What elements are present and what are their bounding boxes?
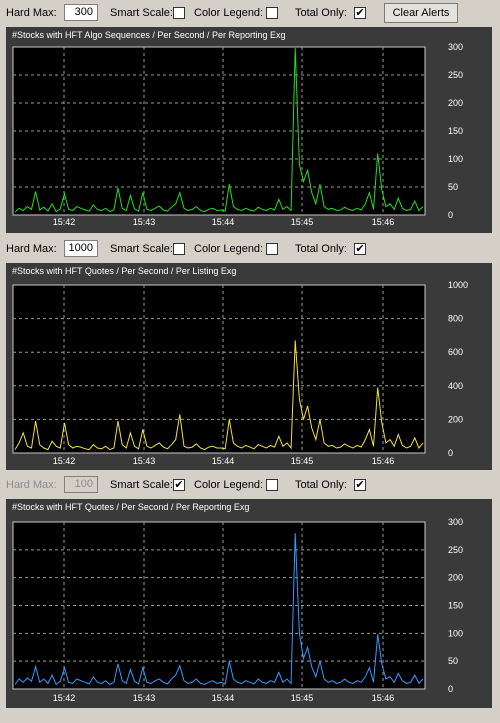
chart-panel-1: 0 50 100 150 200 250 300 15:42 15:43 15:44 15:45 15… xyxy=(6,27,492,233)
y-tick-label: 100 xyxy=(448,628,463,638)
x-tick-label: 15:46 xyxy=(372,456,395,466)
hard-max-label: Hard Max: xyxy=(6,7,57,19)
total-only-checkbox[interactable]: ✔ xyxy=(354,7,366,19)
total-only-label: Total Only: xyxy=(295,243,347,255)
color-legend-checkbox[interactable] xyxy=(266,7,278,19)
chart-3: 0 50 100 150 200 250 300 15:42 15:43 15:44 15:45 15… xyxy=(12,517,463,703)
y-tick-label: 800 xyxy=(448,314,463,324)
x-tick-label: 15:44 xyxy=(212,693,235,703)
x-tick-label: 15:44 xyxy=(212,456,235,466)
color-legend-label: Color Legend: xyxy=(194,243,264,255)
y-tick-label: 250 xyxy=(448,70,463,80)
total-only-checkbox[interactable]: ✔ xyxy=(354,479,366,491)
smart-scale-label: Smart Scale: xyxy=(110,479,173,491)
hard-max-label: Hard Max: xyxy=(6,243,57,255)
y-tick-label: 0 xyxy=(448,448,453,458)
y-tick-label: 200 xyxy=(448,414,463,424)
clear-alerts-button[interactable]: Clear Alerts xyxy=(384,3,458,23)
chart-panel-3: 0 50 100 150 200 250 300 15:42 15:43 15:44 15:45 15… xyxy=(6,499,492,708)
controls-row-3: Hard Max: 100 Smart Scale: ✔ Color Legen… xyxy=(0,474,500,498)
total-only-checkbox[interactable]: ✔ xyxy=(354,243,366,255)
series-line xyxy=(14,47,424,213)
controls-row-2: Hard Max: 1000 Smart Scale: Color Legend… xyxy=(0,238,500,262)
y-tick-label: 100 xyxy=(448,154,463,164)
x-tick-label: 15:42 xyxy=(53,456,76,466)
x-tick-label: 15:45 xyxy=(291,456,314,466)
x-tick-label: 15:45 xyxy=(291,217,314,227)
chart-title: #Stocks with HFT Quotes / Per Second / P… xyxy=(12,266,237,276)
x-tick-label: 15:46 xyxy=(372,693,395,703)
y-tick-label: 300 xyxy=(448,517,463,527)
x-tick-label: 15:45 xyxy=(291,693,314,703)
y-tick-label: 150 xyxy=(448,126,463,136)
chart-title: #Stocks with HFT Quotes / Per Second / P… xyxy=(12,502,250,512)
smart-scale-label: Smart Scale: xyxy=(110,7,173,19)
y-tick-label: 600 xyxy=(448,347,463,357)
x-tick-label: 15:43 xyxy=(133,693,156,703)
hard-max-input[interactable]: 300 xyxy=(64,4,98,21)
color-legend-checkbox[interactable] xyxy=(266,479,278,491)
smart-scale-checkbox[interactable] xyxy=(173,7,185,19)
plot-area xyxy=(12,284,426,454)
chart-panel-2: 0 200 400 600 800 1000 15:42 15:43 15:44 15:45 15:… xyxy=(6,263,492,470)
color-legend-label: Color Legend: xyxy=(194,479,264,491)
hard-max-input[interactable]: 1000 xyxy=(64,240,98,257)
smart-scale-checkbox[interactable] xyxy=(173,243,185,255)
total-only-label: Total Only: xyxy=(295,7,347,19)
hard-max-label: Hard Max: xyxy=(6,479,57,491)
y-tick-label: 50 xyxy=(448,182,458,192)
x-tick-label: 15:42 xyxy=(53,693,76,703)
chart-2: 0 200 400 600 800 1000 15:42 15:43 15:44 15:45 15:… xyxy=(12,280,468,466)
color-legend-checkbox[interactable] xyxy=(266,243,278,255)
hard-max-input: 100 xyxy=(64,476,98,493)
x-tick-label: 15:43 xyxy=(133,456,156,466)
color-legend-label: Color Legend: xyxy=(194,7,264,19)
chart-1: 0 50 100 150 200 250 300 15:42 15:43 15:44 15:45 15… xyxy=(12,42,463,227)
y-tick-label: 300 xyxy=(448,42,463,52)
x-tick-label: 15:43 xyxy=(133,217,156,227)
y-tick-label: 250 xyxy=(448,545,463,555)
y-tick-label: 150 xyxy=(448,601,463,611)
y-tick-label: 0 xyxy=(448,210,453,220)
y-tick-label: 0 xyxy=(448,684,453,694)
series-line xyxy=(14,340,424,451)
y-tick-label: 400 xyxy=(448,381,463,391)
series-line xyxy=(14,533,424,686)
total-only-label: Total Only: xyxy=(295,479,347,491)
y-tick-label: 200 xyxy=(448,573,463,583)
chart-title: #Stocks with HFT Algo Sequences / Per Se… xyxy=(12,30,286,40)
y-tick-label: 50 xyxy=(448,656,458,666)
y-tick-label: 200 xyxy=(448,98,463,108)
controls-row-1: Hard Max: 300 Smart Scale: Color Legend:… xyxy=(0,2,500,26)
smart-scale-label: Smart Scale: xyxy=(110,243,173,255)
x-tick-label: 15:42 xyxy=(53,217,76,227)
x-tick-label: 15:44 xyxy=(212,217,235,227)
smart-scale-checkbox[interactable]: ✔ xyxy=(173,479,185,491)
y-tick-label: 1000 xyxy=(448,280,468,290)
x-tick-label: 15:46 xyxy=(372,217,395,227)
